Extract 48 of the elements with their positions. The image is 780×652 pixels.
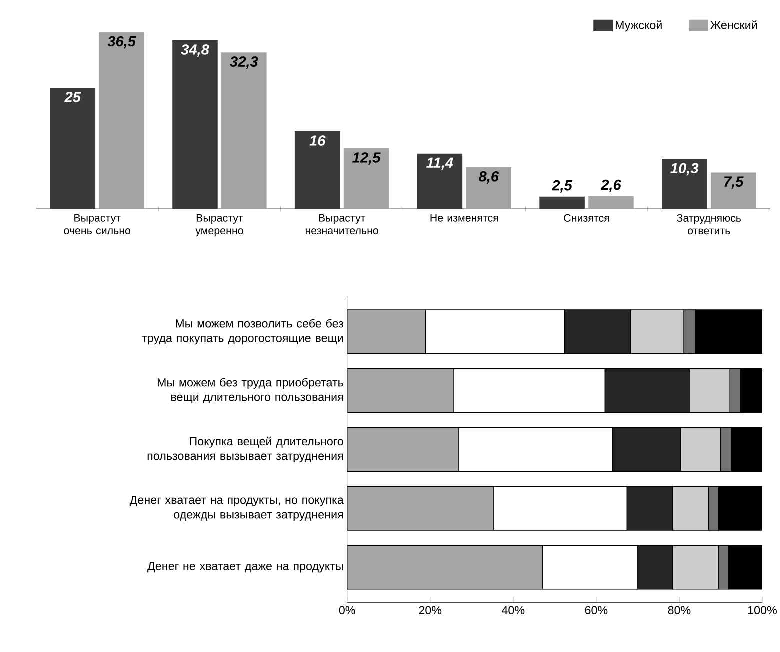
bar xyxy=(99,32,144,209)
x-tick-label: 40% xyxy=(502,606,525,614)
legend-label: Женский xyxy=(710,20,758,30)
bar xyxy=(347,368,454,413)
bar xyxy=(172,40,218,209)
y-tick-label: Денег хватает на продукты, но покупка одежды вызывает затруднения xyxy=(130,496,344,521)
y-tick-label: Мы можем позволить себе без труда покупать дорогостоящие вещи xyxy=(142,318,344,344)
bar xyxy=(222,52,267,209)
x-tick-label: Вырастут умеренно xyxy=(196,214,244,236)
data-label: 7,5 xyxy=(724,176,744,189)
x-tick-label: 20% xyxy=(419,606,442,614)
bar xyxy=(588,196,634,209)
data-label: 32,3 xyxy=(230,56,258,69)
x-tick-label: Не изменятся xyxy=(430,214,498,222)
data-label: 36,5 xyxy=(108,36,136,49)
data-label: 10,3 xyxy=(670,163,699,176)
x-tick-label: Затрудняюсь ответить xyxy=(677,214,742,234)
bar xyxy=(347,427,460,472)
bar xyxy=(466,167,512,209)
legend-label: Мужской xyxy=(616,20,662,32)
y-tick-label: Денег не хватает даже на продукты xyxy=(148,562,344,573)
bar xyxy=(710,172,756,209)
x-tick-label: Снизятся xyxy=(564,214,610,222)
x-tick-label: 100% xyxy=(748,606,777,614)
bar xyxy=(344,148,390,209)
bar xyxy=(540,196,585,209)
x-tick-label: 80% xyxy=(668,606,691,614)
bar xyxy=(417,154,463,209)
data-label: 2,6 xyxy=(600,180,622,192)
x-tick-label: Вырастут очень сильно xyxy=(64,214,131,234)
bar xyxy=(294,131,340,209)
x-tick-label: Вырастут незначительно xyxy=(306,214,378,234)
bar xyxy=(347,309,426,354)
bar xyxy=(347,486,494,531)
data-label: 34,8 xyxy=(181,44,210,57)
bar xyxy=(50,88,96,209)
x-tick-label: 60% xyxy=(585,606,608,614)
data-label: 11,4 xyxy=(426,158,454,170)
x-tick-label: 0% xyxy=(339,606,356,614)
data-label: 12,5 xyxy=(352,152,381,165)
y-tick-label: Покупка вещей длительного пользования вызывает затруднения xyxy=(148,436,344,462)
data-label: 25 xyxy=(64,92,82,102)
y-tick-label: Мы можем без труда приобретать вещи длительного пользования xyxy=(158,378,344,404)
data-label: 16 xyxy=(310,135,326,146)
bar xyxy=(347,545,544,590)
bar xyxy=(662,158,708,209)
data-label: 8,6 xyxy=(478,171,500,184)
data-label: 2,5 xyxy=(552,180,573,193)
